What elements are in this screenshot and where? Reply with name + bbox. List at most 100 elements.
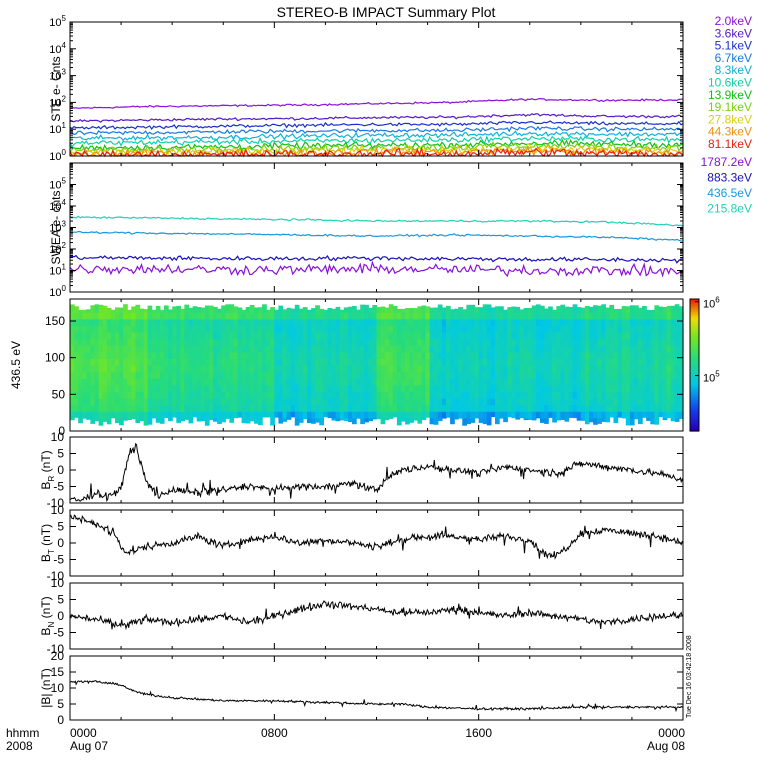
swea-tick-label: 104: [49, 198, 66, 213]
time-axis-label-hhmm: hhmm: [6, 726, 39, 740]
bmag-y-ticks: 0 5 10 15 20: [51, 649, 683, 727]
br-tick-label: -10: [47, 496, 65, 510]
legend-item: 6.7keV: [715, 51, 752, 65]
bn-ylabel-unit: (nT): [39, 596, 53, 621]
legend-item: 81.1keV: [708, 137, 752, 151]
legend-item: 10.6keV: [708, 76, 752, 90]
ste-x-ticks: [69, 22, 684, 156]
series-ste-6: [69, 138, 684, 153]
bt-tick-label: 5: [57, 520, 64, 534]
series-ste-8: [69, 143, 684, 158]
legend-item: 3.6keV: [715, 26, 752, 40]
legend-item: 13.9keV: [708, 88, 752, 102]
bn-frame: [69, 582, 684, 650]
time-axis-label-year: 2008: [6, 739, 33, 753]
spectro-tick-label: 100: [45, 351, 65, 365]
spectro-tick-label: 0: [58, 424, 65, 438]
swea-tick-label: 103: [49, 220, 66, 235]
ste-tick-label: 103: [49, 68, 66, 83]
time-tick-label: 0000: [658, 726, 685, 740]
series-bmag: [69, 680, 684, 713]
timestamp: Tue Dec 16 03:42:18 2008: [686, 635, 693, 718]
ste-tick-label: 101: [49, 121, 66, 136]
legend-item: 215.8eV: [707, 202, 752, 216]
series-bn: [69, 600, 684, 631]
bt-tick-label: -10: [47, 569, 65, 583]
bmag-tick-label: 10: [51, 681, 65, 695]
bn-ylabel: BN (nT): [39, 596, 56, 635]
ste-frame: [69, 21, 684, 157]
bt-x-ticks: [69, 510, 684, 576]
legend-item: 8.3keV: [715, 63, 752, 77]
bmag-ylabel-unit: (nT): [39, 668, 53, 693]
time-tick-date: Aug 08: [647, 739, 685, 753]
series-swea-3: [69, 215, 684, 227]
swea-y-ticks: 100 101 102 103 104 105: [49, 162, 683, 299]
spectro-x-ticks: [69, 299, 684, 431]
bt-tick-label: -5: [53, 553, 64, 567]
time-tick-label: 0000: [70, 726, 97, 740]
panel-bt: -10 -5 0 5 10 BT (nT): [39, 503, 684, 583]
legend-item: 44.3keV: [708, 125, 752, 139]
series-ste-1: [69, 113, 684, 123]
br-ylabel-unit: (nT): [39, 450, 53, 475]
bt-y-ticks: -10 -5 0 5 10: [47, 503, 683, 583]
bn-tick-label: 5: [57, 593, 64, 607]
ste-tick-label: 102: [49, 94, 66, 109]
br-tick-label: 0: [57, 463, 64, 477]
bn-tick-label: 10: [51, 576, 65, 590]
br-tick-label: -5: [53, 480, 64, 494]
colorbar-tick-label: 106: [703, 296, 720, 311]
legend-item: 436.5eV: [707, 186, 752, 200]
ste-legend: 2.0keV3.6keV5.1keV6.7keV8.3keV10.6keV13.…: [708, 14, 752, 151]
series-ste-2: [69, 120, 684, 131]
bt-ylabel-sub: T: [47, 549, 56, 554]
bmag-frame: [69, 655, 684, 721]
bmag-tick-label: 15: [51, 665, 65, 679]
br-ylabel-sub: R: [47, 476, 56, 482]
bmag-tick-label: 5: [57, 697, 64, 711]
colorbar: 105 106: [689, 296, 720, 432]
br-ylabel: BR (nT): [39, 450, 56, 489]
spectro-cells: [70, 304, 684, 426]
bn-ylabel-main: B: [39, 628, 53, 636]
bmag-x-ticks: [69, 656, 684, 720]
ste-y-ticks: 100 101 102 103 104 105: [49, 14, 683, 163]
time-tick-label: 1600: [465, 726, 492, 740]
time-tick-label: 0800: [261, 726, 288, 740]
series-swea-0: [69, 260, 684, 278]
legend-item: 5.1keV: [715, 39, 752, 53]
swea-x-ticks: [69, 163, 684, 292]
bn-x-ticks: [69, 583, 684, 649]
bt-ylabel-unit: (nT): [39, 524, 53, 549]
legend-item: 19.1keV: [708, 100, 752, 114]
panel-bmag: 0 5 10 15 20 |B| (nT): [39, 649, 684, 727]
bt-ylabel-main: B: [39, 554, 53, 562]
plot-title: STEREO-B IMPACT Summary Plot: [277, 4, 496, 20]
series-ste-0: [69, 97, 684, 109]
colorbar-tick-label: 105: [703, 370, 720, 385]
bt-frame: [69, 509, 684, 577]
swea-tick-label: 100: [49, 284, 66, 299]
legend-item: 2.0keV: [715, 14, 752, 28]
series-swea-2: [69, 231, 684, 242]
br-tick-label: 10: [51, 430, 65, 444]
swea-tick-label: 105: [49, 177, 66, 192]
bt-tick-label: 0: [57, 536, 64, 550]
ste-tick-label: 105: [49, 14, 66, 29]
bmag-tick-label: 0: [57, 713, 64, 727]
spectro-tick-label: 50: [52, 387, 66, 401]
bmag-tick-label: 20: [51, 649, 65, 663]
br-tick-label: 5: [57, 447, 64, 461]
spectro-ylabel: 436.5 eV: [9, 341, 23, 389]
panel-spectro: 0 50 100 150 436.5 eV 105 106: [9, 296, 720, 438]
br-ylabel-main: B: [39, 482, 53, 490]
series-swea-1: [69, 254, 684, 264]
legend-item: 883.3eV: [707, 171, 752, 185]
panel-ste: 100 101 102 103 104 105 STE e- Cnts: [49, 14, 684, 163]
